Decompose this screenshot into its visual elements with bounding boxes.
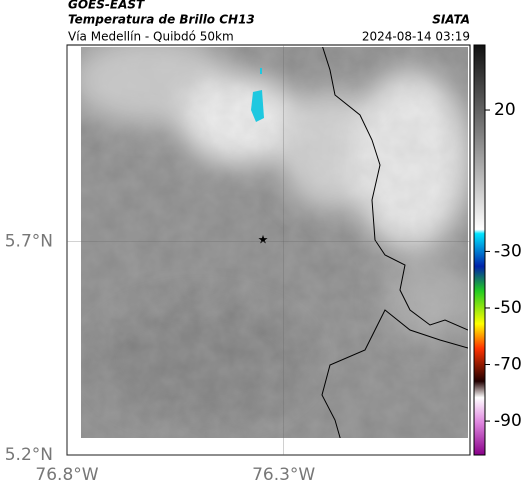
y-tick-label: 5.2°N	[5, 445, 53, 465]
colorbar-tick-label: 20	[494, 100, 516, 120]
colorbar-tick-label: -30	[494, 241, 522, 261]
source: SIATA	[432, 13, 470, 27]
colorbar	[473, 44, 486, 456]
colorbar-tick-label: -70	[494, 355, 522, 375]
satellite-image	[81, 47, 468, 438]
subtitle: Temperatura de Brillo CH13	[68, 13, 255, 27]
location-marker: ★	[258, 233, 269, 247]
colorbar-tick-label: -50	[494, 298, 522, 318]
timestamp: 2024-08-14 03:19	[362, 30, 470, 44]
colorbar-tick-label: -90	[494, 411, 522, 431]
title: GOES-EAST	[68, 0, 145, 12]
x-tick-label: 76.3°W	[252, 465, 315, 485]
region: Vía Medellín - Quibdó 50km	[68, 30, 234, 44]
y-tick-label: 5.7°N	[5, 231, 53, 251]
x-tick-label: 76.8°W	[35, 465, 98, 485]
